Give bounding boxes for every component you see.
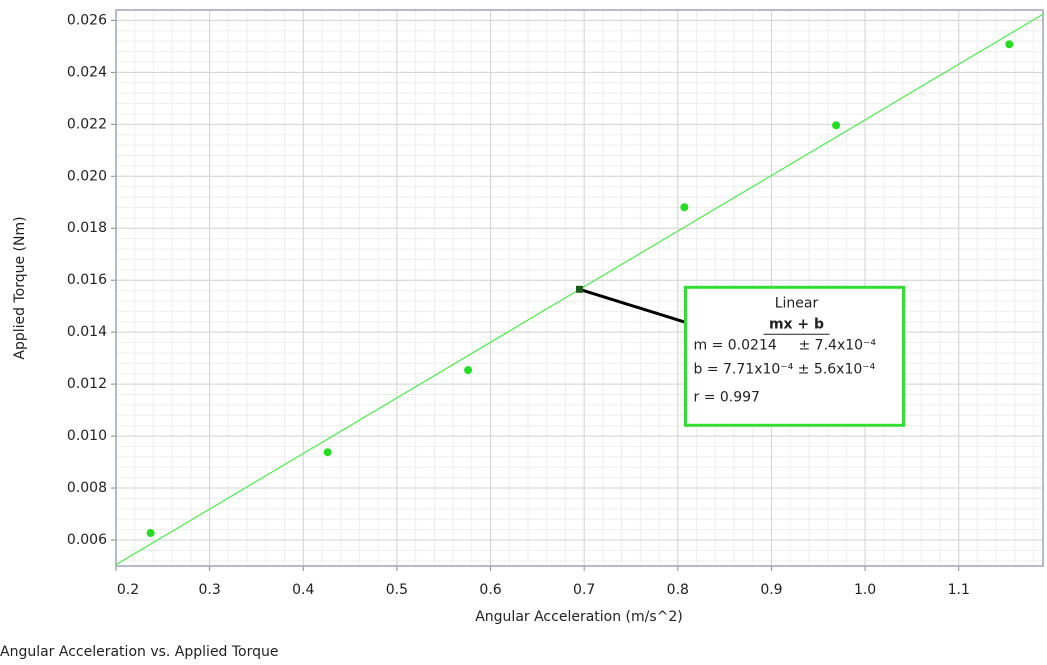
x-tick-label: 0.5 xyxy=(386,582,408,598)
y-tick-label: 0.022 xyxy=(67,116,107,132)
y-tick-label: 0.024 xyxy=(67,64,107,80)
x-tick-label: 0.3 xyxy=(199,582,221,598)
y-tick-label: 0.016 xyxy=(67,272,107,288)
y-tick-label: 0.012 xyxy=(67,376,107,392)
y-tick-label: 0.014 xyxy=(67,324,107,340)
annotation-b: b = 7.71x10⁻⁴ ± 5.6x10⁻⁴ xyxy=(694,361,876,377)
data-point xyxy=(832,121,841,130)
y-tick-label: 0.010 xyxy=(67,428,107,444)
x-tick-label: 0.7 xyxy=(573,582,595,598)
annotation-m: m = 0.0214 xyxy=(694,337,777,353)
x-tick-label: 0.9 xyxy=(760,582,782,598)
annotation-title: Linear xyxy=(775,295,819,311)
chart-title: Angular Acceleration vs. Applied Torque xyxy=(0,644,279,660)
data-point xyxy=(146,529,155,538)
y-tick-label: 0.006 xyxy=(67,532,107,548)
x-tick-label: 1.0 xyxy=(854,582,876,598)
y-tick-label: 0.008 xyxy=(67,480,107,496)
y-axis-label: Applied Torque (Nm) xyxy=(12,216,28,359)
annotation-formula: mx + b xyxy=(769,316,824,332)
data-point xyxy=(464,366,473,375)
x-tick-label: 0.6 xyxy=(479,582,501,598)
data-point xyxy=(680,203,689,212)
annotation-leader xyxy=(579,287,686,324)
x-tick-label: 0.8 xyxy=(667,582,689,598)
data-point xyxy=(323,448,332,457)
plot-border xyxy=(115,9,1044,567)
annotation-box xyxy=(684,285,905,427)
y-tick-label: 0.018 xyxy=(67,220,107,236)
annotation-r: r = 0.997 xyxy=(694,389,760,405)
x-tick-label: 0.2 xyxy=(117,582,139,598)
y-tick-label: 0.026 xyxy=(67,12,107,28)
x-tick-label: 1.1 xyxy=(948,582,970,598)
data-point xyxy=(1005,40,1014,49)
x-axis-label: Angular Acceleration (m/s^2) xyxy=(475,609,683,625)
annotation-anchor xyxy=(576,285,583,293)
y-tick-label: 0.020 xyxy=(67,168,107,184)
annotation-m-err: ± 7.4x10⁻⁴ xyxy=(799,337,877,353)
x-tick-label: 0.4 xyxy=(292,582,314,598)
